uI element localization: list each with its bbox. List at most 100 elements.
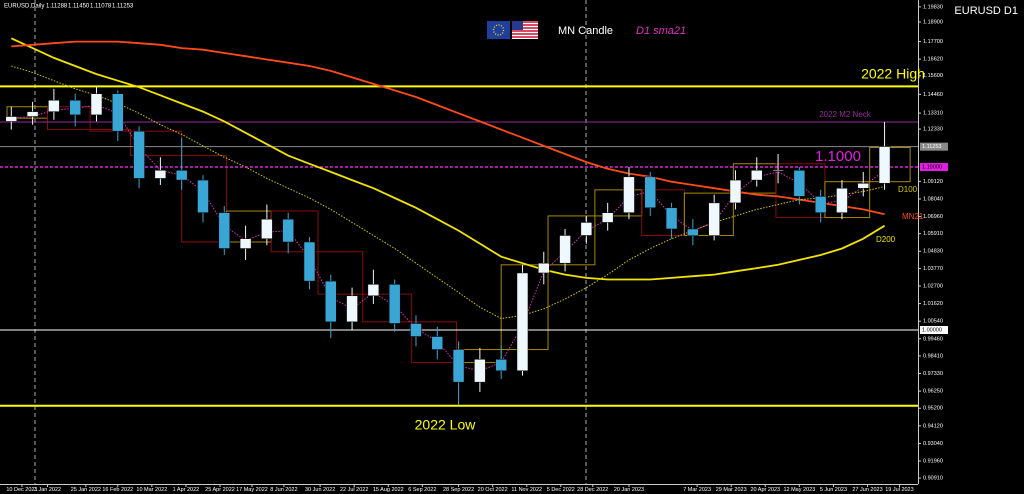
x-tick-label: 20 Apr 2023: [750, 487, 780, 493]
legend-mn: MN Candle: [558, 25, 613, 37]
candle-body: [431, 336, 444, 350]
candle-body: [154, 170, 167, 179]
ma-label: D100: [898, 185, 918, 194]
legend-sma21: D1 sma21: [636, 25, 686, 37]
candle-body: [474, 359, 486, 383]
candle-body: [495, 359, 507, 371]
candle-body: [133, 130, 145, 179]
candle-body: [729, 179, 742, 204]
candle-body: [69, 99, 81, 116]
candle-body: [772, 170, 784, 172]
price-box-label: 1.10000: [922, 164, 942, 170]
y-tick-label: 1.01620: [923, 301, 943, 307]
candle-body: [218, 212, 231, 249]
candle-body: [175, 170, 188, 181]
y-tick-label: 1.08040: [923, 196, 943, 202]
x-tick-label: 20 Jan 2023: [614, 487, 644, 493]
candle-body: [325, 280, 337, 323]
y-tick-label: 0.93040: [923, 441, 943, 447]
y-tick-label: 1.16620: [923, 57, 943, 63]
candle-body: [665, 207, 678, 230]
x-tick-label: 5 Dec 2022: [547, 487, 575, 493]
ohlc-high: 1.11450: [68, 4, 90, 10]
candle-body: [239, 238, 252, 249]
ma-line: [11, 65, 885, 320]
ohlc-open: 1.11288: [46, 4, 68, 10]
price-box: [920, 142, 948, 151]
candle-body: [48, 99, 60, 112]
price-box: [920, 163, 948, 172]
candle-body: [26, 111, 39, 117]
ma-label: MN21: [902, 212, 924, 221]
ma-label: D200: [876, 235, 896, 244]
y-tick-label: 1.04830: [923, 249, 943, 255]
x-tick-label: 28 Dec 2022: [577, 487, 608, 493]
candle-body: [452, 349, 465, 383]
candle-body: [644, 176, 657, 209]
y-tick-label: 1.17700: [923, 39, 943, 45]
y-tick-label: 1.15600: [923, 73, 943, 79]
us-stripes: [512, 21, 538, 38]
x-tick-label: 30 Jun 2022: [305, 487, 335, 493]
candle-body: [601, 212, 614, 223]
candle-body: [857, 183, 870, 189]
candle-body: [708, 202, 720, 236]
candle-body: [623, 176, 635, 213]
y-tick-label: 0.98410: [923, 353, 943, 359]
x-tick-label: 1 Apr 2022: [173, 487, 200, 493]
price-box-label: 1.11253: [922, 144, 941, 150]
candle-body: [282, 218, 294, 243]
plot: [0, 37, 918, 407]
y-tick-label: 0.96250: [923, 389, 943, 395]
candle-body: [580, 222, 593, 236]
candle-body: [516, 272, 529, 371]
eu-stars: [492, 24, 505, 36]
price-box: [920, 326, 948, 334]
x-tick-label: 7 Mar 2023: [683, 487, 711, 493]
y-tick-label: 0.97330: [923, 371, 943, 377]
x-tick-label: 11 Nov 2022: [511, 487, 542, 493]
mn-candle: [89, 129, 132, 132]
x-tick-label: 12 May 2023: [783, 487, 815, 493]
candle-body: [836, 187, 848, 213]
chart-name: EURUSD D1: [954, 5, 1018, 17]
candle-body: [538, 262, 550, 274]
mn-candle: [317, 251, 364, 295]
candle-body: [559, 235, 571, 264]
candle-body: [112, 93, 124, 132]
y-tick-label: 0.90910: [923, 476, 943, 482]
y-tick-label: 1.05910: [923, 231, 943, 237]
level-label: 2022 M2 Neck: [819, 110, 872, 119]
us-canton: [512, 21, 523, 30]
mn-candle: [547, 215, 596, 266]
candle-body: [367, 284, 380, 297]
x-tick-label: 25 Jan 2022: [71, 487, 101, 493]
candle-body: [90, 93, 103, 116]
candle-body: [878, 146, 891, 184]
candle-body: [410, 323, 422, 337]
y-tick-label: 1.13310: [923, 111, 943, 117]
y-tick-label: 1.18900: [923, 19, 943, 25]
candle-body: [346, 295, 358, 323]
y-tick-label: 1.12330: [923, 127, 943, 133]
candle-body: [5, 116, 18, 122]
x-tick-label: 25 Apr 2022: [205, 487, 235, 493]
eu-flag: [487, 21, 510, 39]
x-tick-label: 10 Dec 2021: [6, 487, 37, 493]
x-tick-label: 6 Sep 2022: [408, 487, 436, 493]
ohlc-low: 1.11078: [90, 4, 112, 10]
x-tick-label: 3 Jan 2022: [34, 487, 61, 493]
level-label: 2022 Low: [415, 417, 477, 433]
mn-candle: [411, 321, 457, 364]
mn-candle: [181, 155, 227, 243]
x-tick-label: 15 Aug 2022: [373, 487, 404, 493]
x-tick-label: 8 Jun 2022: [270, 487, 297, 493]
level-label: 1.1000: [815, 148, 861, 165]
x-tick-label: 16 Feb 2022: [102, 487, 133, 493]
y-tick-label: 1.09120: [923, 179, 943, 185]
symbol-info: EURUSD,Daily: [4, 4, 44, 10]
x-tick-label: 20 Oct 2022: [478, 487, 508, 493]
x-tick-label: 27 Jun 2023: [852, 487, 882, 493]
